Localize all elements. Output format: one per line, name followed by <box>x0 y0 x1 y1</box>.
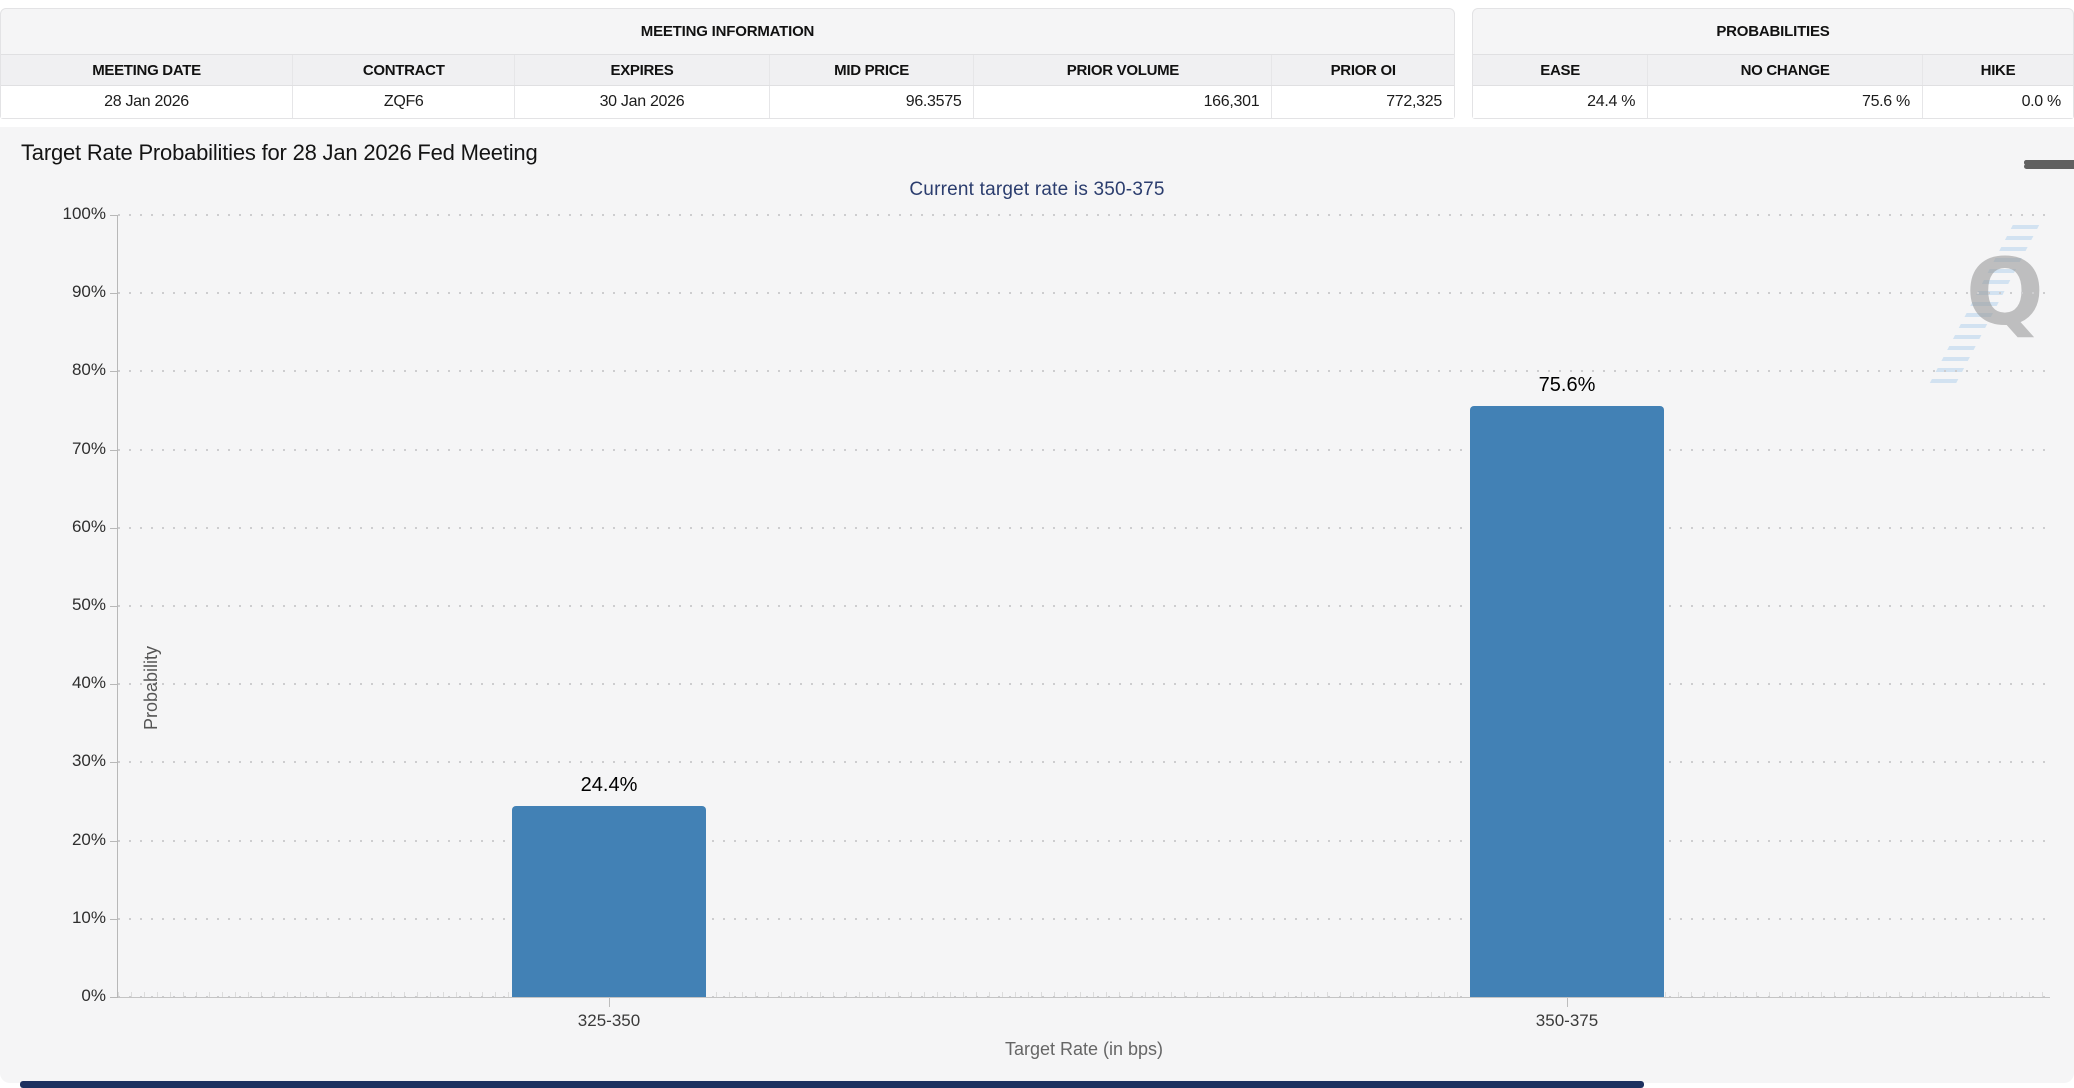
y-axis-tick <box>110 918 118 920</box>
y-tick-label: 70% <box>71 438 106 458</box>
y-axis-tick <box>110 606 118 607</box>
gridline <box>118 761 2050 764</box>
meeting-information-title: MEETING INFORMATION <box>1 9 1454 55</box>
y-axis-tick <box>110 293 118 295</box>
column-header-hike: HIKE <box>1980 61 2016 79</box>
gridline <box>118 839 2050 842</box>
probabilities-header-row: EASE NO CHANGE HIKE <box>1473 55 2073 86</box>
gridline <box>118 683 2050 686</box>
category-label: 350-375 <box>1535 1011 1599 1030</box>
y-tick-label: 100% <box>62 204 106 223</box>
bar-value-label: 75.6% <box>1538 374 1596 396</box>
gridline <box>118 214 2050 216</box>
probabilities-data-row: 24.4 % 75.6 % 0.0 % <box>1473 86 2073 118</box>
y-axis-tick <box>110 840 118 842</box>
column-header-expires: EXPIRES <box>515 55 770 85</box>
y-tick-label: 20% <box>71 829 106 849</box>
meeting-information-data-row: 28 Jan 2026 ZQF6 30 Jan 2026 96.3575 166… <box>1 86 1454 118</box>
y-axis-tick <box>110 449 118 451</box>
probabilities-table: PROBABILITIES EASE NO CHANGE HIKE 24.4 %… <box>1472 8 2074 119</box>
x-axis-line <box>118 997 2050 998</box>
gridline <box>118 605 2050 607</box>
column-header-ease: EASE <box>1473 55 1649 85</box>
y-tick-label: 80% <box>71 360 106 380</box>
bar-value-label: 24.4% <box>580 774 638 796</box>
cell-prior-volume: 166,301 <box>974 86 1273 118</box>
y-tick-label: 40% <box>71 673 106 693</box>
y-tick-label: 30% <box>71 751 106 771</box>
y-tick-label: 90% <box>71 282 106 302</box>
y-tick-label: 0% <box>81 986 106 1005</box>
y-axis-tick <box>110 527 118 529</box>
y-axis-tick <box>110 997 118 998</box>
meeting-information-table: MEETING INFORMATION MEETING DATE CONTRAC… <box>0 8 1455 119</box>
cell-contract: ZQF6 <box>293 86 516 118</box>
x-axis-minor-ticks <box>118 992 2050 997</box>
top-tables-row: MEETING INFORMATION MEETING DATE CONTRAC… <box>0 8 2074 119</box>
cell-no-change: 75.6 % <box>1648 86 1923 118</box>
bar[interactable] <box>1470 406 1664 997</box>
meeting-information-header-row: MEETING DATE CONTRACT EXPIRES MID PRICE … <box>1 55 1454 86</box>
y-tick-label: 50% <box>71 595 106 614</box>
cell-prior-oi: 772,325 <box>1386 93 1442 110</box>
column-header-no-change: NO CHANGE <box>1648 55 1923 85</box>
x-axis-label: Target Rate (in bps) <box>1004 1039 1164 1059</box>
y-axis-tick <box>110 215 118 216</box>
cell-expires: 30 Jan 2026 <box>515 86 770 118</box>
gridline <box>118 526 2050 529</box>
category-tick <box>1567 997 1568 1007</box>
column-header-contract: CONTRACT <box>293 55 516 85</box>
column-header-prior-volume: PRIOR VOLUME <box>974 55 1273 85</box>
cell-mid-price: 96.3575 <box>770 86 975 118</box>
category-tick <box>609 997 610 1007</box>
column-header-mid-price: MID PRICE <box>770 55 975 85</box>
y-tick-label: 60% <box>71 516 106 536</box>
chart-panel: Target Rate Probabilities for 28 Jan 202… <box>0 127 2074 1083</box>
gridline <box>118 292 2050 295</box>
y-tick-label: 10% <box>71 907 106 927</box>
column-header-prior-oi: PRIOR OI <box>1330 61 1396 79</box>
gridline <box>118 448 2050 451</box>
plot-area: Probability 24.4% 325-350 75.6% 350-375 <box>110 214 2050 1030</box>
probabilities-title: PROBABILITIES <box>1473 9 2073 55</box>
y-axis-tick <box>110 371 118 373</box>
y-axis-tick <box>110 762 118 764</box>
column-header-meeting-date: MEETING DATE <box>1 55 294 85</box>
gridline <box>118 370 2050 373</box>
cell-meeting-date: 28 Jan 2026 <box>1 86 294 118</box>
chart-title: Target Rate Probabilities for 28 Jan 202… <box>21 140 538 165</box>
category-label: 325-350 <box>577 1011 641 1030</box>
cell-ease: 24.4 % <box>1473 86 1649 118</box>
y-axis-label: Probability <box>141 645 161 731</box>
y-axis-tick <box>110 684 118 686</box>
chart-menu-button[interactable] <box>2024 145 2074 169</box>
chart-subtitle: Current target rate is 350-375 <box>909 179 1165 200</box>
bar[interactable] <box>512 806 706 997</box>
gridline <box>118 917 2050 920</box>
cell-hike: 0.0 % <box>2021 93 2062 110</box>
bottom-section-edge <box>20 1081 1644 1088</box>
